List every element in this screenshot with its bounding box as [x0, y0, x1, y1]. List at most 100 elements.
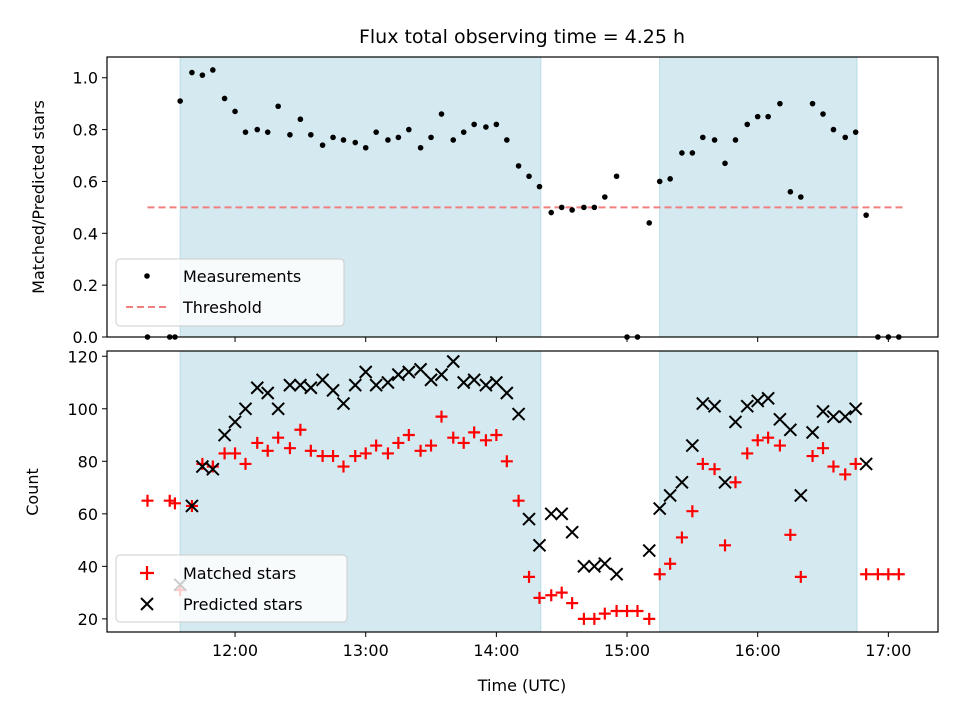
predicted-stars-point — [750, 394, 765, 408]
predicted-stars-point — [859, 457, 873, 471]
ratio-axis-ticks: 0.0 0.2 0.4 0.6 0.8 1.0 — [73, 69, 889, 347]
predicted-stars-point — [565, 525, 579, 539]
matched-stars-point — [337, 460, 350, 473]
measurement-point — [526, 173, 532, 180]
matched-stars-point — [784, 528, 797, 541]
y-tick-label: 40 — [78, 557, 98, 576]
matched-stars-point — [500, 455, 513, 468]
y-tick-label: 80 — [78, 452, 98, 471]
measurement-point — [744, 121, 751, 128]
matched-stars-point — [566, 597, 579, 610]
predicted-stars-point — [228, 415, 242, 429]
ratio-panel-frame — [106, 56, 939, 338]
matched-stars-point — [817, 442, 830, 455]
predicted-stars-point — [500, 386, 514, 400]
x-tick-label: 16:00 — [735, 641, 781, 660]
measurement-point — [373, 129, 379, 135]
predicted-stars-point — [816, 404, 830, 419]
y-tick-label: 60 — [78, 505, 98, 524]
matched-stars-point — [349, 450, 362, 463]
matched-stars-point — [490, 429, 503, 442]
matched-stars-point — [402, 429, 415, 442]
measurement-point — [569, 207, 575, 213]
predicted-stars-point — [315, 373, 330, 387]
count-panel-frame — [106, 350, 939, 633]
predicted-stars-point — [424, 373, 438, 387]
predicted-stars-point — [642, 543, 656, 558]
measurement-point — [210, 67, 216, 73]
y-tick-label: 0.6 — [73, 172, 98, 191]
measurements-legend-marker — [144, 273, 150, 279]
matched-stars-point — [168, 497, 181, 510]
matched-stars-point — [414, 444, 427, 457]
matched-stars-point — [577, 612, 590, 625]
matched-stars-point — [545, 589, 558, 602]
predicted-stars-point — [348, 378, 362, 392]
measurement-point — [820, 111, 826, 117]
measurements-legend-label: Measurements — [183, 267, 301, 286]
predicted-stars-point — [696, 396, 710, 411]
matched-stars-point — [729, 476, 742, 489]
ratio-y-axis-label: Matched/Predicted stars — [29, 100, 48, 294]
measurement-point — [385, 137, 391, 143]
predicted-stars-point — [522, 512, 536, 526]
predicted-stars-point — [402, 365, 416, 379]
measurement-point — [689, 150, 696, 156]
measurement-point — [308, 131, 314, 138]
measurement-point — [483, 124, 489, 130]
count-axis-ticks: 20 40 60 80 100 120 12:00 13:00 14:00 15:00 16:00 1… — [67, 347, 911, 660]
matched-stars-point — [468, 426, 481, 439]
matched-stars-point — [686, 505, 699, 518]
predicted-stars-point — [446, 354, 460, 369]
predicted-stars-point — [783, 423, 798, 437]
matched-stars-point — [610, 604, 623, 617]
matched-stars-point — [643, 612, 656, 625]
y-tick-label: 0.2 — [73, 276, 98, 295]
x-tick-label: 14:00 — [473, 641, 519, 660]
measurement-point — [830, 126, 837, 133]
matched-stars-point — [827, 460, 840, 473]
measurement-point — [558, 204, 565, 211]
predicted-stars-legend-marker — [140, 597, 154, 611]
measurement-point — [732, 137, 739, 143]
predicted-stars-point — [261, 386, 275, 400]
matched-stars-point — [218, 447, 231, 460]
measurement-point — [319, 142, 326, 148]
matched-stars-point — [435, 410, 448, 423]
x-axis-label: Time (UTC) — [477, 676, 566, 695]
count-points — [141, 354, 905, 625]
predicted-stars-point — [359, 365, 373, 379]
measurement-point — [515, 163, 522, 169]
chart-title: Flux total observing time = 4.25 h — [359, 26, 685, 48]
measurement-point — [471, 121, 477, 128]
predicted-stars-point — [544, 507, 558, 521]
matched-stars-point — [892, 568, 905, 581]
measurement-point — [189, 69, 195, 76]
predicted-stars-point — [740, 399, 754, 413]
matched-stars-point — [239, 457, 252, 470]
measurement-point — [242, 129, 249, 135]
measurement-point — [264, 129, 271, 135]
matched-stars-point — [327, 450, 340, 463]
measurement-point — [504, 137, 510, 143]
matched-stars-point — [621, 604, 634, 617]
measurement-point — [700, 134, 706, 141]
measurement-point — [581, 204, 587, 211]
y-tick-label: 0.4 — [73, 224, 98, 243]
predicted-stars-point — [326, 383, 340, 398]
matched-stars-point — [631, 604, 644, 617]
predicted-stars-point — [434, 367, 449, 382]
matched-stars-point — [141, 494, 154, 507]
matched-stars-point — [751, 434, 764, 447]
measurement-point — [362, 144, 369, 151]
predicted-stars-point — [479, 378, 493, 392]
matched-stars-point — [425, 439, 438, 452]
measurement-point — [722, 160, 728, 167]
matched-stars-point — [163, 494, 176, 507]
measurement-point — [287, 131, 293, 138]
predicted-stars-point — [577, 559, 591, 574]
measurement-point — [679, 150, 685, 156]
predicted-stars-point — [511, 407, 526, 421]
count-panel: 20 40 60 80 100 120 12:00 13:00 14:00 15:00 16:00 1… — [23, 347, 939, 695]
